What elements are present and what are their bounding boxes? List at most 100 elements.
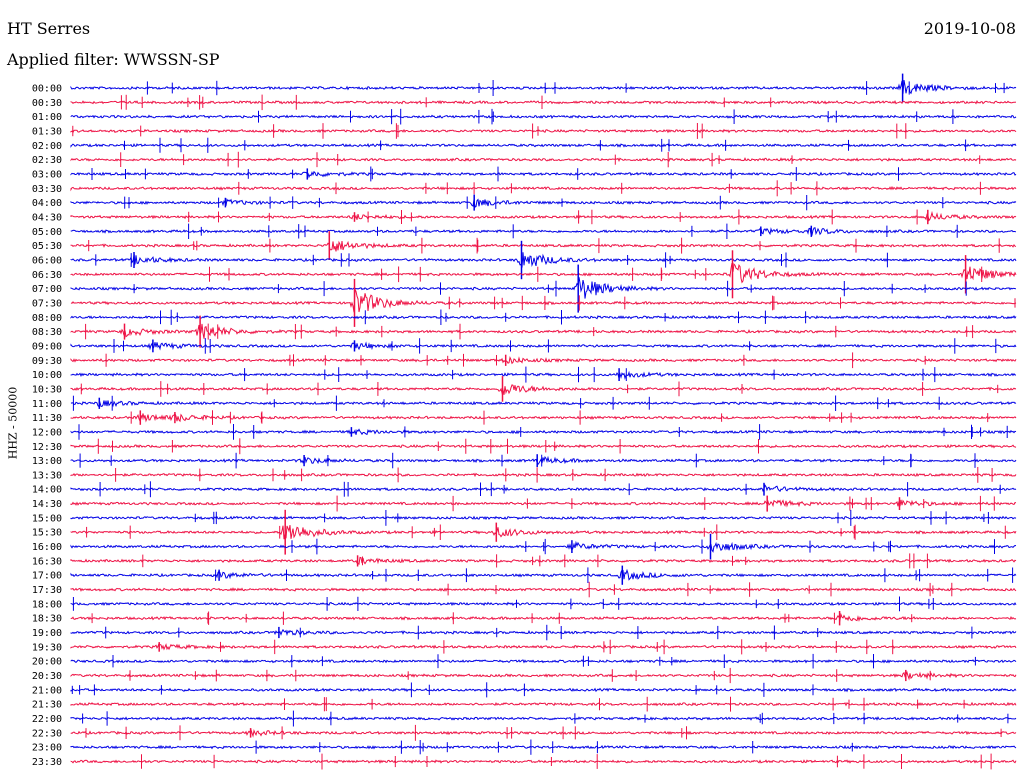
trace-row	[70, 412, 1017, 423]
trace-row	[70, 701, 1017, 707]
row-label: 10:30	[32, 384, 62, 395]
row-label: 03:30	[32, 184, 62, 195]
row-label: 13:30	[32, 470, 62, 481]
trace-row	[70, 472, 1017, 478]
trace-row	[70, 356, 1017, 365]
trace-row	[70, 728, 1017, 738]
trace-row	[70, 114, 1017, 119]
row-label: 09:30	[32, 356, 62, 367]
row-label: 06:30	[32, 270, 62, 281]
trace-row	[70, 210, 1017, 222]
row-label: 13:00	[32, 456, 62, 467]
station-name: HT Serres	[7, 19, 91, 38]
row-label: 00:00	[32, 84, 62, 95]
trace-row	[70, 612, 1017, 622]
trace-row	[70, 515, 1017, 521]
row-label: 09:00	[32, 341, 62, 352]
row-label: 01:00	[32, 112, 62, 123]
row-label: 08:30	[32, 327, 62, 338]
trace-row	[70, 277, 1017, 299]
trace-row	[70, 556, 1017, 565]
row-label: 21:00	[32, 685, 62, 696]
row-label: 15:00	[32, 513, 62, 524]
row-label: 17:30	[32, 585, 62, 596]
row-label: 23:30	[32, 757, 62, 768]
row-label: 22:30	[32, 728, 62, 739]
trace-row	[70, 128, 1017, 134]
trace-row	[70, 499, 1017, 508]
trace-row	[70, 587, 1017, 592]
row-label: 02:00	[32, 141, 62, 152]
row-label: 05:00	[32, 227, 62, 238]
row-label: 12:00	[32, 427, 62, 438]
trace-row	[70, 716, 1017, 721]
filter-label: Applied filter: WWSSN-SP	[7, 50, 220, 69]
trace-row	[70, 289, 1017, 313]
trace-row	[70, 142, 1017, 148]
row-label: 14:00	[32, 485, 62, 496]
row-label: 03:00	[32, 169, 62, 180]
row-label: 01:30	[32, 126, 62, 137]
row-label: 00:30	[32, 98, 62, 109]
row-label: 15:30	[32, 528, 62, 539]
trace-row	[70, 670, 1017, 681]
row-label: 11:00	[32, 399, 62, 410]
trace-row	[70, 262, 1017, 284]
row-label: 21:30	[32, 700, 62, 711]
row-label: 05:30	[32, 241, 62, 252]
trace-row	[70, 341, 1017, 351]
row-label: 08:00	[32, 313, 62, 324]
row-label: 07:00	[32, 284, 62, 295]
trace-row	[70, 370, 1016, 380]
trace-row	[70, 601, 1017, 607]
row-label: 02:30	[32, 155, 62, 166]
row-label: 16:00	[32, 542, 62, 553]
row-label: 18:30	[32, 614, 62, 625]
trace-row	[70, 658, 1017, 664]
trace-row	[70, 744, 1017, 750]
row-label: 14:30	[32, 499, 62, 510]
row-label: 19:00	[32, 628, 62, 639]
row-label: 19:30	[32, 642, 62, 653]
row-label: 11:30	[32, 413, 62, 424]
record-date: 2019-10-08	[923, 19, 1016, 38]
row-label: 18:00	[32, 599, 62, 610]
row-label: 20:00	[32, 657, 62, 668]
trace-row	[70, 628, 1017, 637]
trace-row	[70, 687, 1017, 693]
row-label: 22:00	[32, 714, 62, 725]
trace-row	[70, 642, 1017, 651]
trace-row	[70, 323, 1017, 339]
trace-row	[70, 240, 1017, 252]
trace-row	[70, 314, 1017, 320]
row-label: 16:30	[32, 556, 62, 567]
trace-row	[70, 384, 1017, 395]
row-labels: 00:00 00:30 01:00 01:30 02:00 02:30 03:00 03:30…	[32, 84, 62, 769]
row-label: 20:30	[32, 671, 62, 682]
row-label: 12:30	[32, 442, 62, 453]
trace-row	[70, 428, 1017, 436]
trace-row	[70, 455, 1017, 466]
row-label: 04:30	[32, 212, 62, 223]
trace-row	[70, 759, 1017, 764]
trace-row	[70, 525, 1017, 540]
row-label: 06:00	[32, 255, 62, 266]
trace-row	[70, 170, 1017, 179]
row-label: 04:00	[32, 198, 62, 209]
trace-row	[70, 227, 1017, 236]
trace-row	[70, 99, 1017, 105]
trace-row	[70, 484, 1017, 493]
seismic-traces	[70, 73, 1017, 770]
trace-row	[70, 400, 1017, 408]
trace-row	[70, 568, 1017, 581]
trace-row	[70, 252, 1017, 268]
trace-row	[70, 540, 1017, 553]
row-label: 07:30	[32, 298, 62, 309]
row-label: 23:00	[32, 743, 62, 754]
trace-row	[70, 198, 1017, 208]
trace-row	[70, 185, 1017, 192]
trace-row	[70, 443, 1017, 449]
trace-row	[70, 80, 1017, 95]
row-label: 17:00	[32, 571, 62, 582]
